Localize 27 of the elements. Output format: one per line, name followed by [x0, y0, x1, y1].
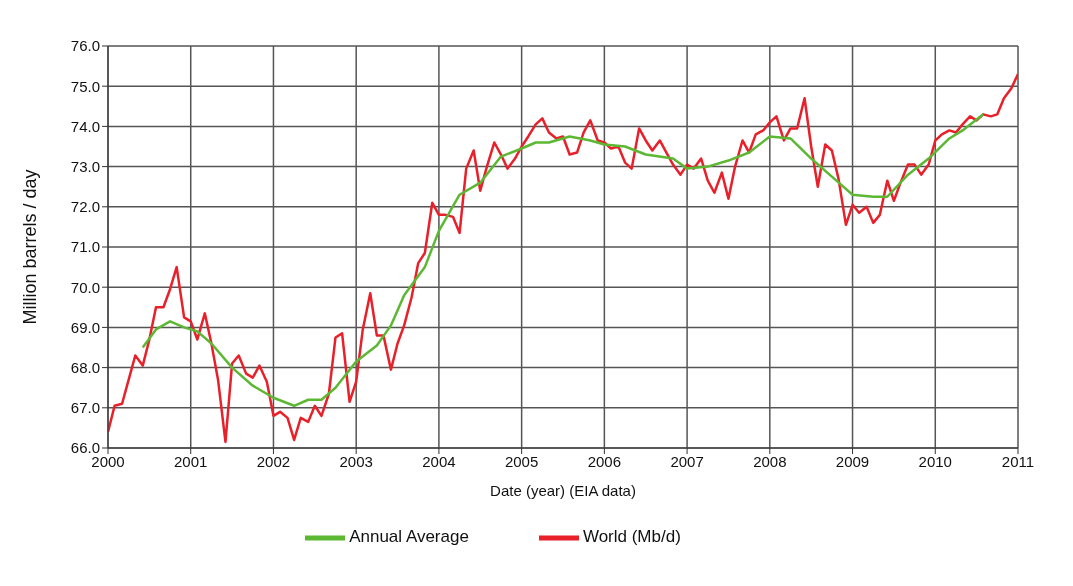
x-tick-label: 2002 [256, 452, 291, 470]
x-tick-label: 2003 [339, 452, 373, 470]
y-tick-label: 67.0 [70, 399, 100, 417]
line-series [141, 113, 985, 408]
y-tick-label: 75.0 [70, 77, 100, 95]
y-tick-label: 73.0 [70, 157, 100, 175]
y-tick-label: 68.0 [70, 358, 100, 376]
x-tick-label: 2008 [753, 452, 787, 470]
x-tick-label: 2005 [504, 452, 539, 470]
x-tick-label: 2004 [422, 452, 456, 470]
y-tick-label: 71.0 [70, 238, 100, 256]
x-tick-label: 2001 [174, 452, 208, 470]
y-tick-label: 69.0 [70, 318, 100, 336]
y-axis-title: Million barrels / day [20, 169, 41, 325]
line-series [108, 72, 1018, 444]
x-tick-label: 2007 [670, 452, 704, 470]
x-tick-label: 2010 [918, 452, 952, 470]
y-tick-label: 74.0 [70, 117, 100, 135]
y-tick-label: 72.0 [70, 198, 100, 216]
y-tick-label: 76.0 [70, 37, 100, 55]
legend-label: World (Mb/d) [582, 527, 681, 547]
y-tick-label: 70.0 [70, 278, 100, 296]
x-tick-label: 2009 [835, 452, 870, 470]
legend-label: Annual Average [349, 527, 469, 547]
x-tick-label: 2006 [587, 452, 622, 470]
x-axis-title: Date (year) (EIA data) [490, 482, 636, 499]
x-tick-label: 2011 [1001, 452, 1035, 470]
